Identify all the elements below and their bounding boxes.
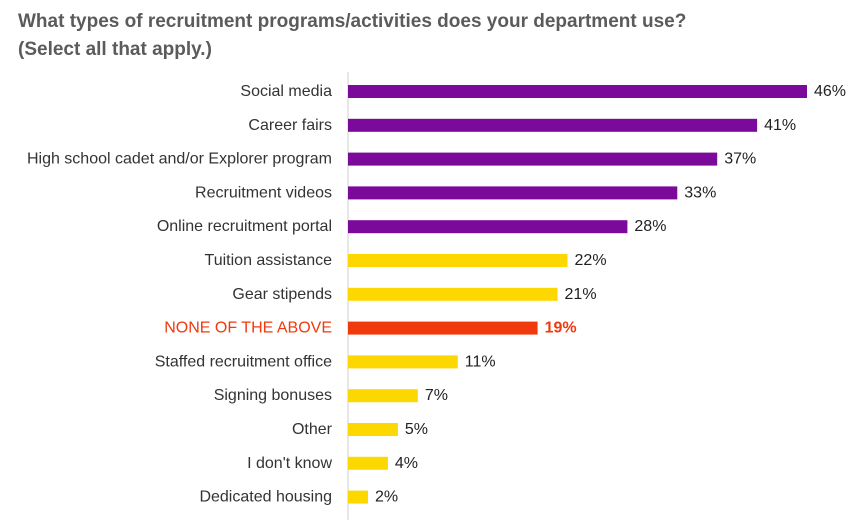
data-label: 37%: [724, 151, 756, 168]
data-label: 46%: [814, 83, 846, 100]
data-label: 5%: [405, 421, 428, 438]
bar: [348, 287, 558, 301]
category-label: Signing bonuses: [214, 387, 332, 404]
chart-title-line-1: What types of recruitment programs/activ…: [18, 11, 687, 32]
category-label: Recruitment videos: [195, 184, 332, 201]
bar: [348, 355, 458, 369]
chart-title: What types of recruitment programs/activ…: [18, 8, 838, 64]
data-label: 22%: [575, 252, 607, 269]
data-label: 28%: [634, 218, 666, 235]
bar: [348, 321, 538, 335]
bar: [348, 186, 678, 200]
category-label: Social media: [240, 83, 332, 100]
category-label: High school cadet and/or Explorer progra…: [27, 151, 332, 168]
data-label: 7%: [425, 387, 448, 404]
data-label: 11%: [465, 353, 496, 370]
category-label: Tuition assistance: [205, 252, 333, 269]
data-label: 4%: [395, 455, 418, 472]
category-label: Dedicated housing: [199, 489, 332, 506]
data-label: 19%: [545, 320, 577, 337]
data-label: 41%: [764, 117, 796, 134]
category-label: Gear stipends: [232, 286, 332, 303]
chart-title-line-2: (Select all that apply.): [18, 39, 212, 60]
data-label: 21%: [565, 286, 597, 303]
bar: [348, 389, 418, 403]
category-label: Online recruitment portal: [157, 218, 332, 235]
bar: [348, 152, 718, 166]
bar: [348, 423, 398, 436]
data-label: 33%: [684, 184, 716, 201]
bar: [348, 456, 388, 470]
category-label: NONE OF THE ABOVE: [164, 320, 332, 337]
category-label: Other: [292, 421, 333, 438]
bar: [348, 85, 807, 98]
data-label: 2%: [375, 489, 398, 506]
bar: [348, 118, 758, 132]
category-label: Staffed recruitment office: [155, 353, 332, 370]
bar: [348, 490, 368, 504]
bar: [348, 254, 568, 267]
bar: [348, 220, 628, 234]
category-label: Career fairs: [248, 117, 332, 134]
category-label: I don't know: [247, 455, 332, 472]
